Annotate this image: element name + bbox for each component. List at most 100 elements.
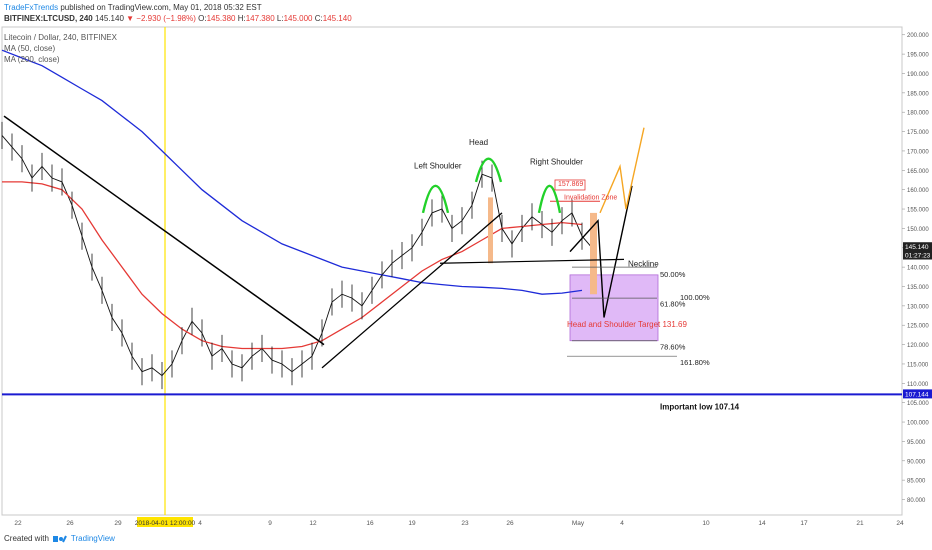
- y-tick-label: 105.000: [907, 401, 929, 407]
- y-tick-label: 125.000: [907, 324, 929, 330]
- label-invalidation-price: 157.869: [558, 181, 583, 188]
- projection-up-path: [599, 127, 645, 214]
- y-tick-label: 110.000: [907, 382, 929, 388]
- last-price-tag-bg: [903, 242, 932, 252]
- y-tick-label: 100.000: [907, 421, 929, 427]
- x-tick-label: 14: [758, 520, 766, 527]
- label-important-low: Important low 107.14: [660, 403, 740, 412]
- countdown-tag-bg: [903, 250, 932, 260]
- legend-ma200: MA (200, close): [4, 55, 60, 64]
- label-fib-786: 78.60%: [660, 343, 686, 352]
- y-tick-label: 95.000: [907, 440, 926, 446]
- x-tick-label: 17: [800, 520, 808, 527]
- publish-details: published on TradingView.com, May 01, 20…: [60, 3, 262, 12]
- x-tick-label: 26: [506, 520, 514, 527]
- high-value: 147.380: [245, 14, 275, 23]
- x-tick-label: 24: [896, 520, 904, 527]
- x-tick-label: 10: [702, 520, 710, 527]
- y-tick-label: 135.000: [907, 285, 929, 291]
- x-tick-label: 4: [620, 520, 624, 527]
- support-price-tag: 107.144: [905, 391, 929, 398]
- low-value: 145.000: [283, 14, 313, 23]
- ma200-series: [1, 49, 583, 295]
- last-price-tag: 145.140: [905, 244, 929, 251]
- footer: Created with TradingView: [4, 534, 115, 543]
- label-fib-618: 61.80%: [660, 300, 686, 309]
- label-fib-50: 50.00%: [660, 270, 686, 279]
- label-target: Head and Shoulder Target 131.69: [567, 320, 687, 329]
- symbol-info: BITFINEX:LTCUSD, 240 145.140 ▼ −2.930 (−…: [4, 14, 352, 23]
- head-arc: [474, 157, 503, 183]
- highlighted-date-bg: [137, 517, 193, 527]
- last-price: 145.140: [94, 14, 124, 23]
- left-shoulder-arc: [421, 184, 450, 214]
- x-tick-label: 4: [198, 520, 202, 527]
- y-tick-label: 90.000: [907, 459, 926, 465]
- tradingview-logo-icon: [52, 534, 67, 543]
- y-tick-label: 130.000: [907, 304, 929, 310]
- plot-frame: [1, 26, 903, 516]
- x-tick-label: 29: [114, 520, 122, 527]
- projection-down-path: [569, 185, 633, 318]
- x-tick-label: May: [572, 520, 585, 527]
- y-tick-label: 115.000: [907, 362, 929, 368]
- right-shoulder-arc: [537, 184, 562, 214]
- price-change: ▼ −2.930 (−1.98%): [126, 14, 196, 23]
- y-tick-label: 85.000: [907, 479, 926, 485]
- y-tick-label: 160.000: [907, 188, 929, 194]
- y-tick-label: 185.000: [907, 91, 929, 97]
- footer-brand[interactable]: TradingView: [70, 534, 115, 543]
- footer-created-with: Created with: [4, 534, 49, 543]
- x-tick-label: 12: [309, 520, 317, 527]
- open-value: 145.380: [206, 14, 236, 23]
- neckline-line: [439, 258, 625, 264]
- x-tick-label: 22: [14, 520, 22, 527]
- target-box: [569, 274, 659, 342]
- close-label: C:: [314, 14, 323, 23]
- label-left-shoulder: Left Shoulder: [414, 161, 462, 170]
- high-label: H:: [237, 14, 246, 23]
- ma50-series: [2, 181, 583, 350]
- y-tick-label: 80.000: [907, 498, 926, 504]
- highlighted-date-label: 2018-04-01 12:00:00: [135, 520, 196, 527]
- open-label: O:: [198, 14, 207, 23]
- invalidation-price-box: [554, 179, 586, 191]
- close-value: 145.140: [322, 14, 352, 23]
- label-neckline: Neckline: [628, 259, 659, 268]
- uptrend-line: [321, 212, 503, 369]
- y-tick-label: 140.000: [907, 266, 929, 272]
- low-label: L:: [276, 14, 284, 23]
- x-tick-label: 26: [66, 520, 74, 527]
- x-tick-label: 21: [856, 520, 864, 527]
- label-invalidation-zone: Invalidation Zone: [564, 194, 617, 201]
- down-candle: [590, 212, 597, 295]
- countdown-tag: 01:27:23: [905, 253, 931, 260]
- label-fib-1618: 161.80%: [680, 358, 710, 367]
- x-tick-label: 16: [366, 520, 374, 527]
- y-tick-label: 200.000: [907, 33, 929, 39]
- x-tick-label: 9: [268, 520, 272, 527]
- publish-info: TradeFxTrends published on TradingView.c…: [4, 3, 262, 12]
- x-tick-label: 19: [408, 520, 416, 527]
- legend-ma50: MA (50, close): [4, 44, 56, 53]
- x-tick-label: 23: [461, 520, 469, 527]
- y-tick-label: 150.000: [907, 227, 929, 233]
- publisher-name[interactable]: TradeFxTrends: [4, 3, 59, 12]
- y-tick-label: 170.000: [907, 149, 929, 155]
- y-tick-label: 155.000: [907, 208, 929, 214]
- y-tick-label: 120.000: [907, 343, 929, 349]
- y-tick-label: 180.000: [907, 111, 929, 117]
- price-series: [1, 135, 593, 377]
- legend-title: Litecoin / Dollar, 240, BITFINEX: [4, 33, 117, 42]
- y-tick-label: 165.000: [907, 169, 929, 175]
- y-tick-label: 195.000: [907, 53, 929, 59]
- down-candle: [488, 197, 493, 264]
- support-price-tag-bg: [903, 389, 932, 399]
- downtrend-line: [3, 115, 325, 346]
- y-tick-label: 175.000: [907, 130, 929, 136]
- label-head: Head: [469, 138, 488, 147]
- label-fib-100: 100.00%: [680, 293, 710, 302]
- label-right-shoulder: Right Shoulder: [530, 157, 583, 166]
